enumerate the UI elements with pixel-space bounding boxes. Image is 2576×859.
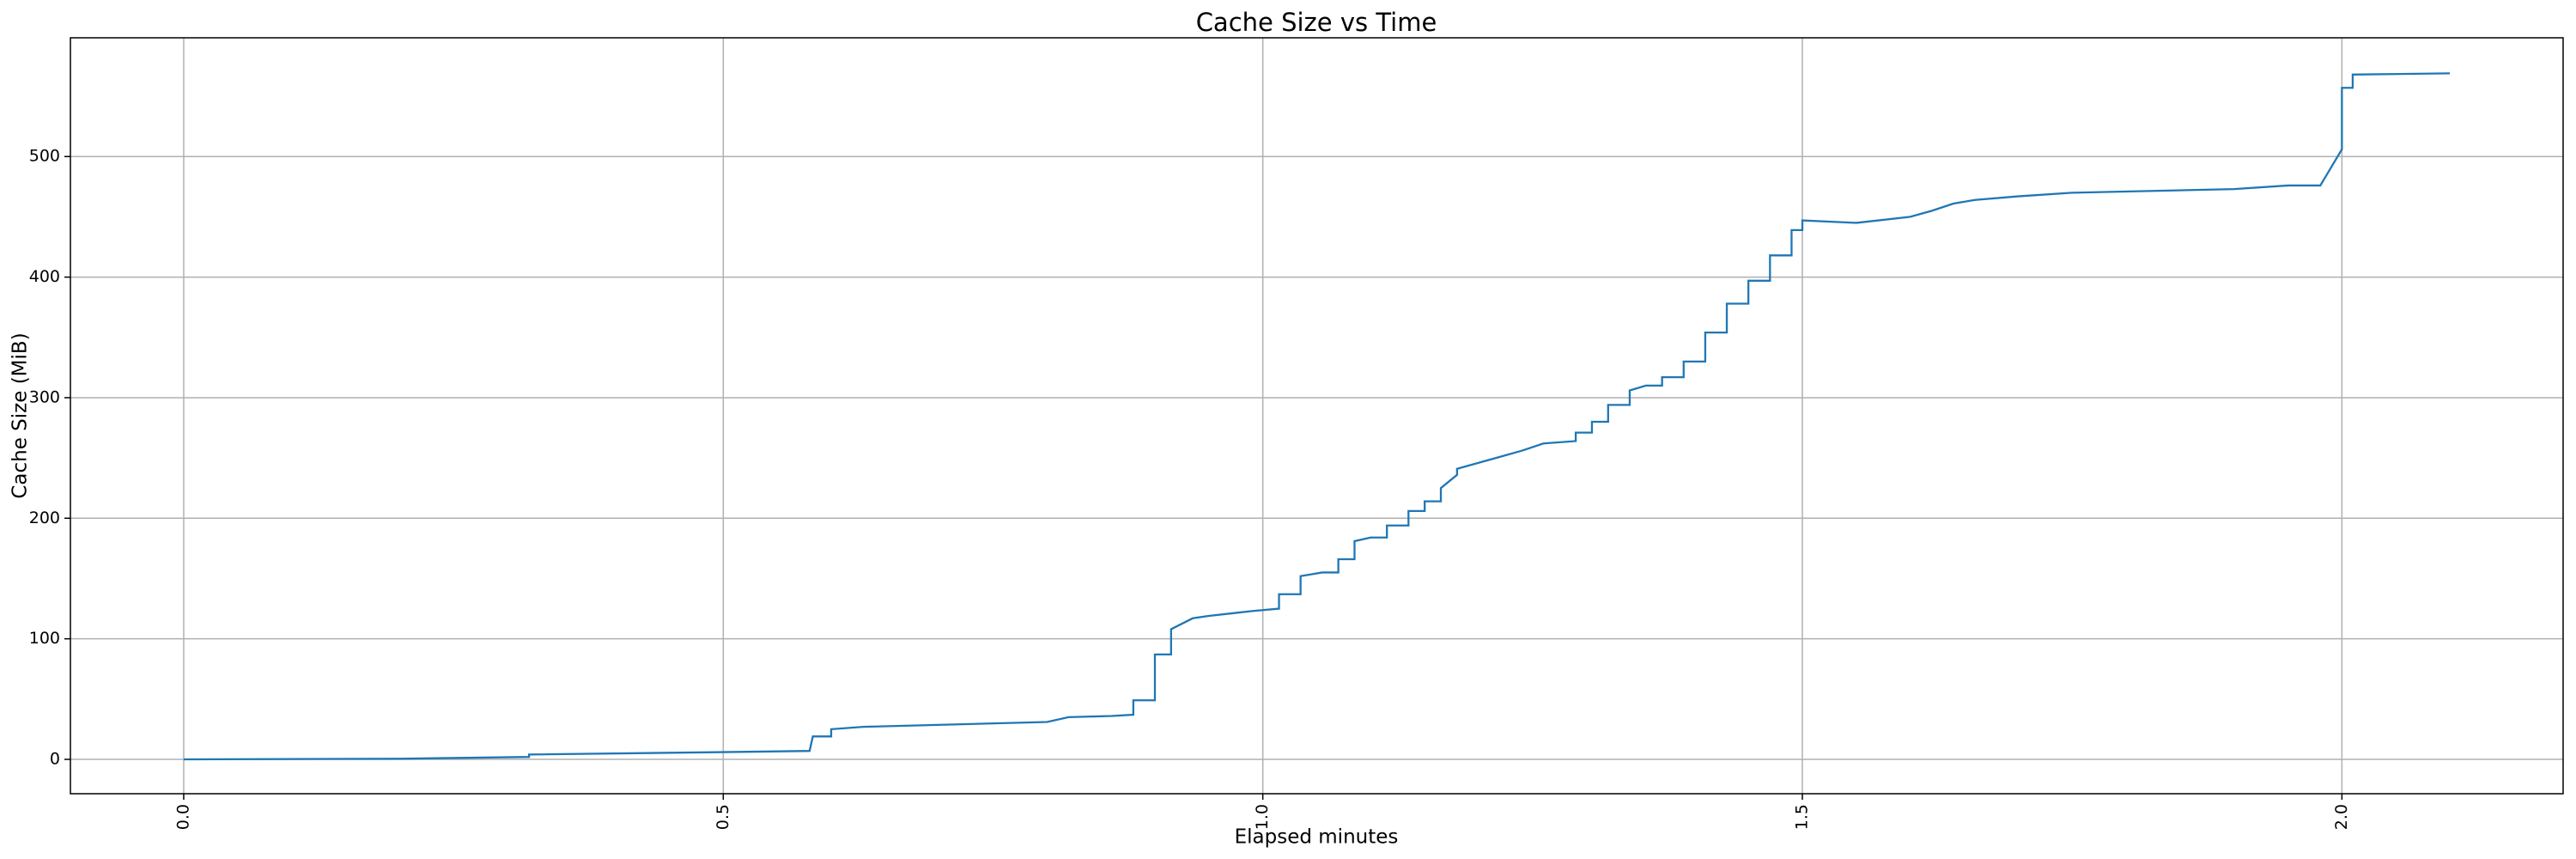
y-tick-label: 300 bbox=[29, 387, 60, 406]
y-tick-label: 100 bbox=[29, 629, 60, 648]
data-line bbox=[183, 72, 2451, 761]
chart-title: Cache Size vs Time bbox=[1196, 8, 1437, 37]
x-axis-label: Elapsed minutes bbox=[1235, 826, 1399, 849]
y-tick-label: 0 bbox=[50, 750, 60, 769]
x-tick-label: 2.0 bbox=[2332, 804, 2351, 830]
plot-frame bbox=[70, 37, 2564, 795]
x-tick-label: 0.0 bbox=[173, 804, 192, 830]
y-axis-label: Cache Size (MiB) bbox=[9, 332, 32, 498]
y-tick-label: 200 bbox=[29, 509, 60, 527]
x-tick-label: 1.0 bbox=[1253, 804, 1272, 830]
y-tick-label: 400 bbox=[29, 267, 60, 286]
x-tick-label: 0.5 bbox=[714, 804, 732, 830]
x-tick-label: 1.5 bbox=[1793, 804, 1812, 830]
y-tick-label: 500 bbox=[29, 147, 60, 166]
